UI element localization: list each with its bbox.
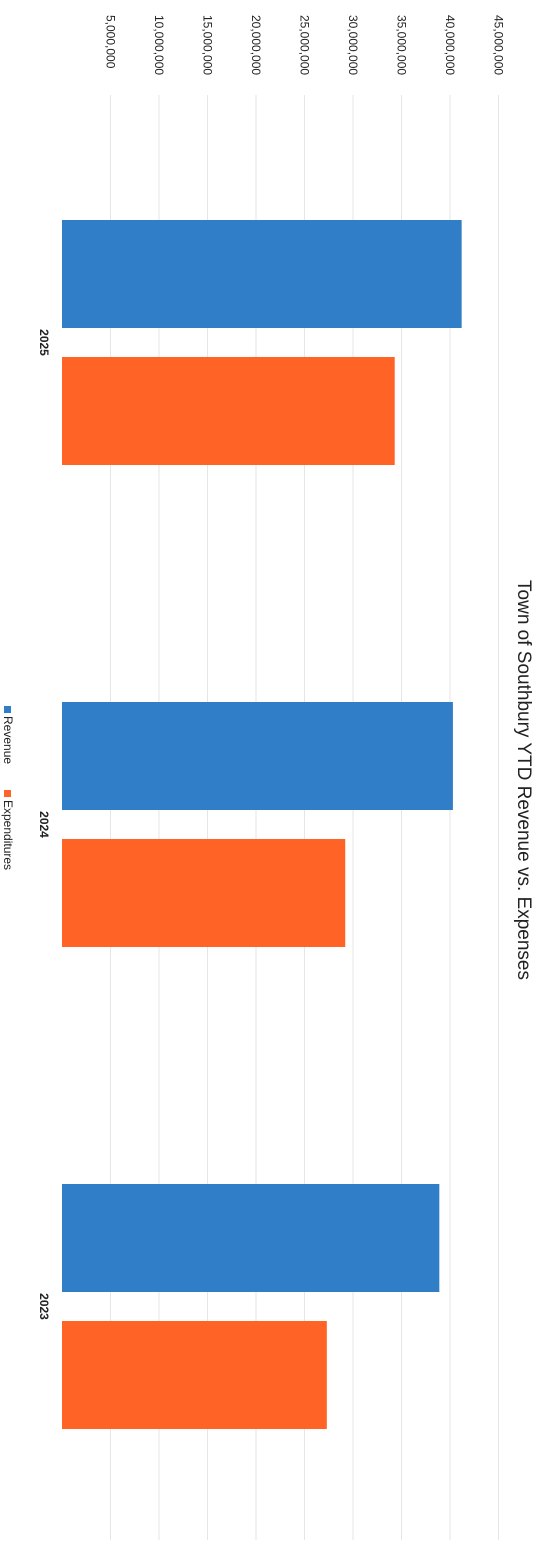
- category-label-2023: 2023: [37, 1293, 51, 1320]
- tick-label: 30,000,000: [346, 15, 360, 75]
- bar-revenue-2025: [62, 220, 462, 328]
- category-label-2025: 2025: [37, 329, 51, 356]
- legend-label-revenue: Revenue: [1, 716, 15, 764]
- bar-expenditures-2023: [62, 1321, 327, 1429]
- tick-label: 25,000,000: [298, 15, 312, 75]
- legend: Revenue Expenditures: [1, 706, 15, 870]
- bar-expenditures-2024: [62, 839, 345, 947]
- category-label-2024: 2024: [37, 811, 51, 838]
- bar-revenue-2023: [62, 1184, 439, 1292]
- tick-label: 40,000,000: [443, 15, 457, 75]
- tick-label: 10,000,000: [152, 15, 166, 75]
- bar-expenditures-2025: [62, 357, 395, 465]
- tick-label: 45,000,000: [492, 15, 506, 75]
- tick-labels: 5,000,000 10,000,000 15,000,000 20,000,000 2…: [104, 15, 506, 75]
- tick-label: 5,000,000: [104, 15, 118, 69]
- legend-label-expenditures: Expenditures: [1, 800, 15, 870]
- category-labels: 2025 2024 2023: [37, 329, 51, 1320]
- legend-swatch-revenue: [4, 706, 11, 713]
- legend-swatch-expenditures: [4, 790, 11, 797]
- chart-title: Town of Southbury YTD Revenue vs. Expens…: [513, 580, 534, 980]
- tick-label: 35,000,000: [395, 15, 409, 75]
- tick-label: 15,000,000: [201, 15, 215, 75]
- tick-label: 20,000,000: [249, 15, 263, 75]
- bar-revenue-2024: [62, 702, 453, 810]
